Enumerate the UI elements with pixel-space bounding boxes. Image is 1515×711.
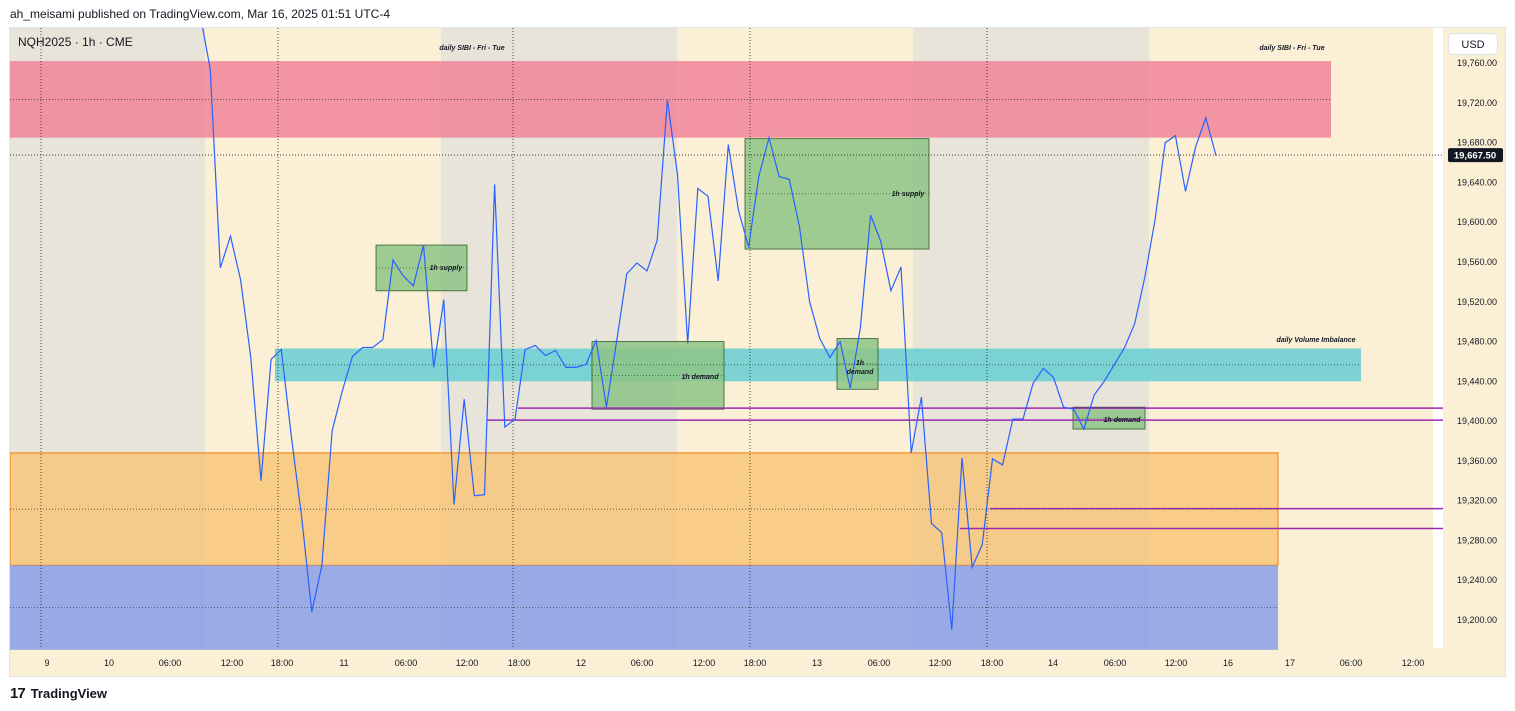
- x-tick-label: 11: [339, 658, 348, 668]
- box-label: 1h supply: [430, 265, 464, 272]
- x-tick-label: 06:00: [395, 658, 418, 668]
- symbol-legend[interactable]: NQH2025 · 1h · CME: [18, 35, 133, 49]
- x-tick-label: 18:00: [744, 658, 767, 668]
- x-tick-label: 06:00: [631, 658, 654, 668]
- zone-label: daily SIBI - Fri - Tue: [1259, 45, 1324, 52]
- chart-frame: [9, 27, 1506, 677]
- y-tick-label: 19,680.00: [1457, 138, 1497, 148]
- x-tick-label: 18:00: [981, 658, 1004, 668]
- x-tick-label: 14: [1048, 658, 1058, 668]
- box-label: 1h supply: [892, 191, 926, 198]
- price-line: [202, 28, 1217, 630]
- x-tick-label: 18:00: [508, 658, 531, 668]
- y-tick-label: 19,200.00: [1457, 615, 1497, 625]
- y-tick-label: 19,760.00: [1457, 58, 1497, 68]
- axis-background: [1443, 28, 1505, 676]
- y-tick-label: 19,400.00: [1457, 416, 1497, 426]
- time-axis-background: [10, 648, 1443, 676]
- x-tick-label: 12:00: [456, 658, 479, 668]
- box-label: demand: [847, 369, 875, 376]
- x-tick-label: 12:00: [1165, 658, 1188, 668]
- x-tick-label: 12:00: [693, 658, 716, 668]
- time-axis: 9 10 06:00 12:00 18:00 11 06:00 12:00 18:00 12 06:…: [44, 658, 1424, 668]
- y-tick-label: 19,560.00: [1457, 257, 1497, 267]
- y-tick-label: 19,440.00: [1457, 376, 1497, 386]
- x-tick-label: 12:00: [1402, 658, 1425, 668]
- x-tick-label: 12:00: [929, 658, 952, 668]
- x-tick-label: 12: [576, 658, 586, 668]
- y-tick-label: 19,360.00: [1457, 456, 1497, 466]
- y-tick-label: 19,240.00: [1457, 575, 1497, 585]
- level-lines: [487, 407, 1443, 530]
- zone-label: daily Volume Imbalance: [1276, 337, 1355, 344]
- x-tick-label: 16: [1223, 658, 1233, 668]
- currency-button[interactable]: USD: [1448, 33, 1498, 55]
- price-series: [202, 28, 1217, 630]
- y-tick-label: 19,280.00: [1457, 535, 1497, 545]
- tradingview-logo-icon: 17: [10, 685, 26, 702]
- x-tick-label: 17: [1285, 658, 1295, 668]
- x-tick-label: 9: [44, 658, 49, 668]
- last-price-tag: [1448, 148, 1503, 163]
- box-label: 1h: [856, 360, 864, 367]
- day-separators: [40, 28, 988, 648]
- y-tick-label: 19,600.00: [1457, 217, 1497, 227]
- box-label: 1h demand: [682, 374, 720, 381]
- zone-midlines: [10, 99, 1443, 608]
- x-tick-label: 18:00: [271, 658, 294, 668]
- x-tick-label: 06:00: [868, 658, 891, 668]
- x-tick-label: 06:00: [159, 658, 182, 668]
- brand-name: TradingView: [30, 686, 108, 701]
- last-price-label: 19,667.50: [1454, 151, 1496, 162]
- supply-demand-boxes: [375, 138, 1146, 430]
- price-chart[interactable]: daily SIBI - Fri - Tue daily SIBI - Fri -…: [10, 28, 1505, 676]
- y-tick-label: 19,520.00: [1457, 297, 1497, 307]
- x-tick-label: 10: [104, 658, 114, 668]
- zone-labels: daily SIBI - Fri - Tue daily SIBI - Fri -…: [430, 45, 1356, 424]
- y-tick-label: 19,720.00: [1457, 98, 1497, 108]
- x-tick-label: 06:00: [1104, 658, 1127, 668]
- x-tick-label: 12:00: [221, 658, 244, 668]
- y-tick-label: 19,320.00: [1457, 496, 1497, 506]
- y-tick-label: 19,480.00: [1457, 337, 1497, 347]
- x-tick-label: 13: [812, 658, 822, 668]
- price-axis: 19,760.00 19,720.00 19,680.00 19,640.00 19,6…: [1448, 58, 1503, 625]
- published-header: ah_meisami published on TradingView.com,…: [10, 7, 390, 21]
- box-label: 1h demand: [1104, 417, 1142, 424]
- x-tick-label: 06:00: [1340, 658, 1363, 668]
- zone-label: daily SIBI - Fri - Tue: [439, 45, 504, 52]
- y-tick-label: 19,640.00: [1457, 177, 1497, 187]
- footer: 17 TradingView: [10, 685, 107, 702]
